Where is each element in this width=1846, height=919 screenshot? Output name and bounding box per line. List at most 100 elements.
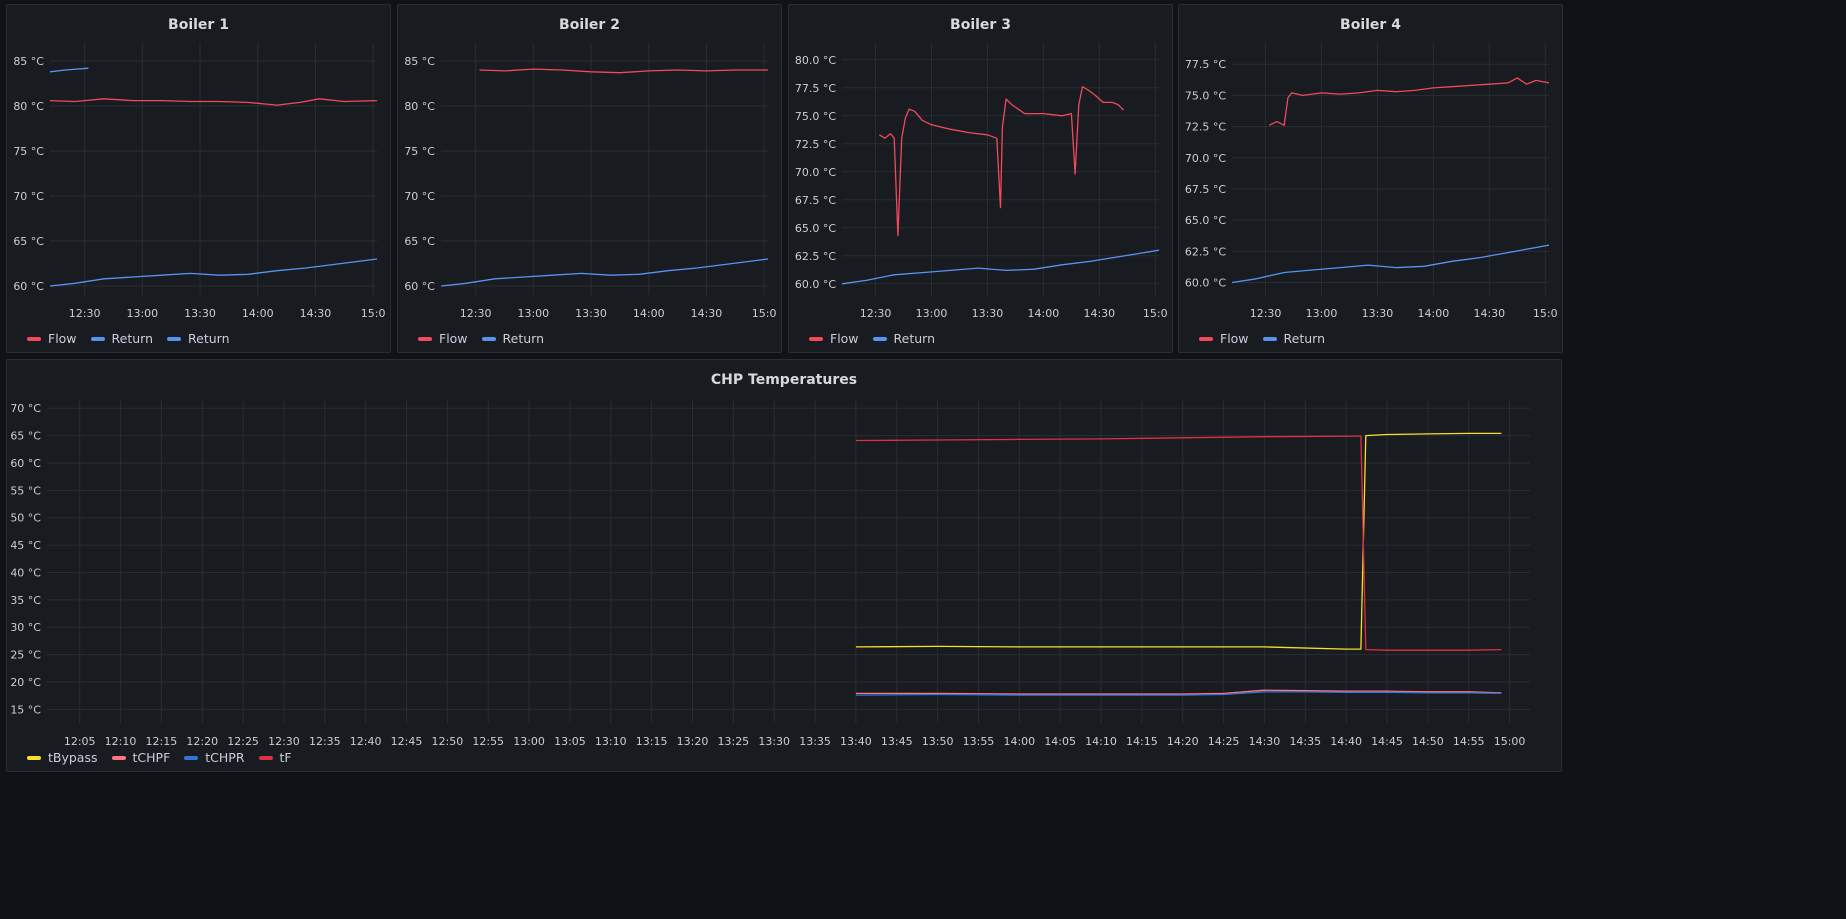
x-tick-label: 15:0 xyxy=(361,307,386,320)
legend-label: Return xyxy=(188,331,230,346)
x-tick-label: 14:40 xyxy=(1330,735,1362,748)
legend-swatch xyxy=(184,755,199,760)
x-tick-label: 12:55 xyxy=(472,735,504,748)
series-line-tchpf[interactable] xyxy=(855,689,1502,695)
y-tick-label: 75.0 °C xyxy=(1185,89,1226,102)
legend-label: Flow xyxy=(830,331,859,346)
y-tick-label: 30 °C xyxy=(10,621,41,634)
y-tick-label: 45 °C xyxy=(10,539,41,552)
x-tick-label: 12:15 xyxy=(146,735,178,748)
y-tick-label: 40 °C xyxy=(10,566,41,579)
legend-swatch xyxy=(481,336,496,341)
y-tick-label: 62.5 °C xyxy=(795,250,836,263)
x-tick-label: 13:50 xyxy=(922,735,954,748)
legend-label: Flow xyxy=(1220,331,1249,346)
x-tick-label: 14:30 xyxy=(1249,735,1281,748)
legend-swatch xyxy=(1262,336,1277,341)
x-tick-label: 14:30 xyxy=(300,307,332,320)
legend-label: tBypass xyxy=(48,750,98,765)
y-tick-label: 70 °C xyxy=(404,190,435,203)
series-line-return[interactable] xyxy=(440,258,769,287)
y-tick-label: 85 °C xyxy=(404,55,435,68)
legend-item-return[interactable]: Return xyxy=(872,331,935,346)
series-line-return[interactable] xyxy=(841,249,1160,285)
series-line-flow[interactable] xyxy=(878,86,1125,237)
series-line-tbypass[interactable] xyxy=(855,432,1502,650)
y-tick-label: 80 °C xyxy=(404,100,435,113)
legend-swatch xyxy=(167,336,182,341)
x-tick-label: 15:00 xyxy=(1494,735,1526,748)
legend-item-flow[interactable]: Flow xyxy=(27,331,77,346)
chp-temperatures-panel[interactable]: CHP Temperatures 15 °C 20 °C 25 °C 30 °C 35 … xyxy=(6,359,1562,772)
boiler-2-panel[interactable]: Boiler 2 60 °C 65 °C 70 °C 75 °C 80 °C 85 °C 1… xyxy=(397,4,782,353)
series-line-return[interactable] xyxy=(1231,244,1550,284)
series-line-flow[interactable] xyxy=(49,98,378,106)
x-tick-label: 13:00 xyxy=(916,307,948,320)
panel-title: Boiler 1 xyxy=(168,17,229,33)
chart-legend: tBypass tCHPF tCHPR tF xyxy=(27,750,292,765)
y-tick-label: 75.0 °C xyxy=(795,110,836,123)
x-tick-label: 14:35 xyxy=(1289,735,1321,748)
x-tick-label: 15:0 xyxy=(1533,307,1558,320)
series-line-tf[interactable] xyxy=(855,435,1502,651)
legend-item-tbypass[interactable]: tBypass xyxy=(27,750,98,765)
series-line-flow[interactable] xyxy=(1269,77,1550,126)
x-tick-label: 13:20 xyxy=(677,735,709,748)
x-tick-label: 12:30 xyxy=(268,735,300,748)
panel-title: Boiler 4 xyxy=(1340,17,1401,33)
chart-legend: Flow Return Return xyxy=(27,331,230,346)
legend-item-return[interactable]: Return xyxy=(167,331,230,346)
legend-item-flow[interactable]: Flow xyxy=(809,331,859,346)
y-tick-label: 65 °C xyxy=(13,235,44,248)
legend-item-flow[interactable]: Flow xyxy=(1199,331,1249,346)
boiler-2-chart: 60 °C 65 °C 70 °C 75 °C 80 °C 85 °C 12:30 13:00… xyxy=(404,43,777,320)
y-tick-label: 25 °C xyxy=(10,649,41,662)
y-tick-label: 65 °C xyxy=(404,235,435,248)
series-line-return[interactable] xyxy=(49,258,378,287)
x-tick-label: 13:30 xyxy=(184,307,216,320)
x-tick-label: 12:30 xyxy=(69,307,101,320)
y-tick-label: 20 °C xyxy=(10,676,41,689)
y-tick-label: 72.5 °C xyxy=(1185,121,1226,134)
legend-label: Flow xyxy=(48,331,77,346)
legend-item-tchpr[interactable]: tCHPR xyxy=(184,750,245,765)
legend-label: tCHPF xyxy=(132,750,171,765)
x-tick-label: 13:05 xyxy=(554,735,586,748)
legend-item-tchpf[interactable]: tCHPF xyxy=(111,750,171,765)
chart-legend: Flow Return xyxy=(418,331,544,346)
x-tick-label: 14:25 xyxy=(1208,735,1240,748)
legend-item-return[interactable]: Return xyxy=(481,331,544,346)
x-tick-label: 12:35 xyxy=(309,735,341,748)
x-tick-label: 13:00 xyxy=(126,307,158,320)
legend-swatch xyxy=(90,336,105,341)
x-tick-label: 14:00 xyxy=(1003,735,1035,748)
x-tick-label: 12:30 xyxy=(1250,307,1282,320)
y-tick-label: 70.0 °C xyxy=(1185,152,1226,165)
series-line-flow[interactable] xyxy=(479,68,769,74)
y-tick-label: 67.5 °C xyxy=(1185,183,1226,196)
y-tick-label: 60.0 °C xyxy=(1185,277,1226,290)
legend-swatch xyxy=(809,336,823,341)
boiler-1-panel[interactable]: Boiler 1 60 °C 65 °C 70 °C 75 °C 80 °C 85 °C 1… xyxy=(6,4,391,353)
legend-swatch xyxy=(872,336,887,341)
boiler-3-panel[interactable]: Boiler 3 60.0 °C 62.5 °C 65.0 °C 67.5 °C 70.… xyxy=(788,4,1173,353)
panel-title: Boiler 2 xyxy=(559,17,620,33)
legend-label: Return xyxy=(111,331,154,346)
x-tick-label: 12:50 xyxy=(432,735,464,748)
x-tick-label: 13:45 xyxy=(881,735,913,748)
series-line-tchpr[interactable] xyxy=(855,691,1502,696)
x-tick-label: 14:50 xyxy=(1412,735,1444,748)
legend-item-flow[interactable]: Flow xyxy=(418,331,468,346)
y-tick-label: 62.5 °C xyxy=(1185,245,1226,258)
y-tick-label: 75 °C xyxy=(13,145,44,158)
legend-item-return[interactable]: Return xyxy=(1262,331,1325,346)
boiler-4-panel[interactable]: Boiler 4 60.0 °C 62.5 °C 65.0 °C 67.5 °C 70.… xyxy=(1178,4,1563,353)
y-tick-label: 60.0 °C xyxy=(795,278,836,291)
x-tick-label: 12:25 xyxy=(227,735,259,748)
series-line-return[interactable] xyxy=(49,67,89,73)
legend-item-return[interactable]: Return xyxy=(90,331,154,346)
legend-item-tf[interactable]: tF xyxy=(258,750,292,765)
y-tick-label: 65 °C xyxy=(10,430,41,443)
y-tick-label: 77.5 °C xyxy=(795,82,836,95)
x-tick-label: 13:35 xyxy=(799,735,831,748)
